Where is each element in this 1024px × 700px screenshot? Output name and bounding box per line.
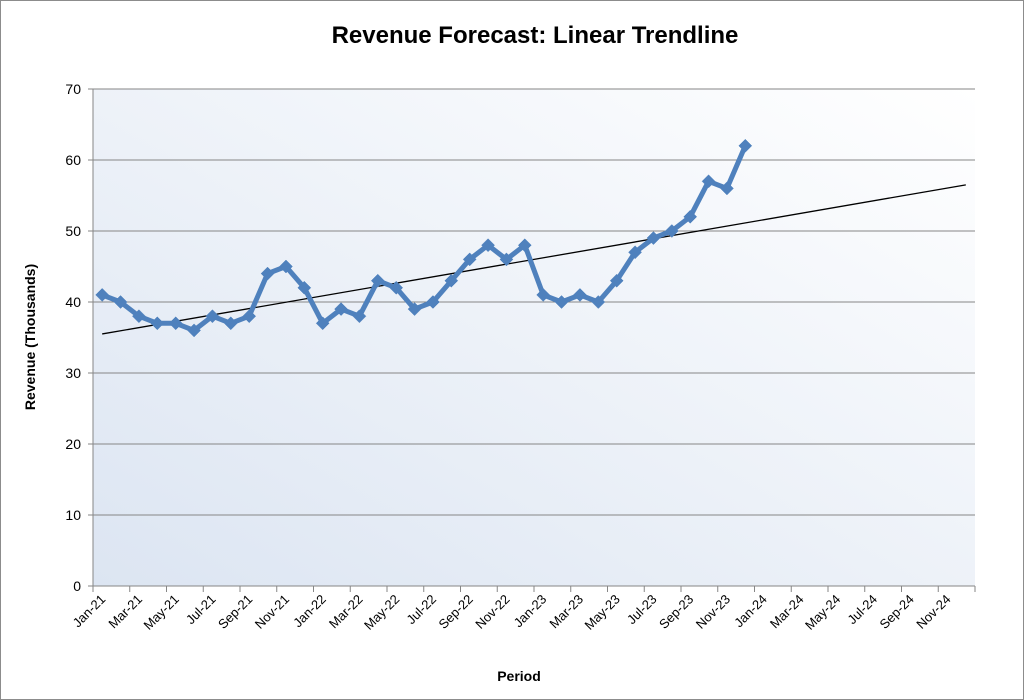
data-point-marker bbox=[481, 238, 495, 253]
data-point-marker bbox=[444, 273, 459, 288]
y-tick-label: 70 bbox=[65, 81, 81, 97]
data-point-marker bbox=[132, 309, 146, 324]
gridlines bbox=[93, 88, 975, 516]
y-tick-label: 60 bbox=[65, 152, 81, 168]
data-point-marker bbox=[517, 238, 532, 253]
x-tick-label: Mar-24 bbox=[767, 592, 807, 632]
x-tick-label: May-23 bbox=[582, 592, 623, 633]
x-tick-label: May-22 bbox=[361, 592, 402, 633]
x-tick-label: Jan-23 bbox=[511, 592, 550, 631]
data-point-marker bbox=[242, 309, 257, 324]
data-point-marker bbox=[113, 295, 128, 309]
y-tick-label: 50 bbox=[65, 223, 81, 239]
data-point-marker bbox=[334, 302, 348, 316]
x-tick-label: Jul-22 bbox=[403, 592, 439, 628]
data-point-marker bbox=[297, 280, 312, 295]
data-point-marker bbox=[609, 273, 624, 288]
data-point-marker bbox=[150, 316, 165, 331]
chart-title: Revenue Forecast: Linear Trendline bbox=[332, 22, 739, 49]
x-tick-label: Sep-22 bbox=[436, 592, 476, 632]
y-tick-label: 40 bbox=[65, 294, 81, 310]
x-tick-label: Nov-22 bbox=[472, 592, 512, 632]
plot-area bbox=[93, 89, 975, 586]
trendline bbox=[102, 184, 966, 335]
x-tick-label: May-21 bbox=[141, 592, 182, 633]
x-tick-label: Nov-23 bbox=[693, 592, 733, 632]
x-tick-label: Nov-21 bbox=[252, 592, 292, 632]
x-axis-label: Period bbox=[497, 668, 541, 684]
x-tick-label: Jul-21 bbox=[183, 592, 219, 628]
data-point-marker bbox=[573, 288, 587, 302]
data-point-marker bbox=[95, 288, 110, 302]
data-point-marker bbox=[389, 280, 404, 295]
data-point-marker bbox=[205, 309, 220, 324]
x-tick-label: Jan-22 bbox=[290, 592, 329, 631]
data-point-marker bbox=[591, 295, 606, 309]
data-point-marker bbox=[646, 231, 661, 245]
x-tick-label: May-24 bbox=[802, 592, 843, 633]
series-revenue bbox=[95, 138, 753, 338]
data-point-marker bbox=[315, 316, 330, 331]
data-point-marker bbox=[499, 252, 514, 267]
x-tick-label: Mar-23 bbox=[546, 592, 586, 632]
x-tick-label: Mar-21 bbox=[105, 592, 145, 632]
x-tick-label: Nov-24 bbox=[913, 592, 953, 632]
y-axis-label: Revenue (Thousands) bbox=[22, 264, 38, 410]
x-tick-label: Jul-23 bbox=[624, 592, 660, 628]
y-tick-label: 0 bbox=[73, 578, 81, 594]
data-point-marker bbox=[370, 273, 385, 288]
data-point-marker bbox=[720, 181, 734, 196]
data-point-marker bbox=[260, 266, 275, 281]
y-tick-label: 20 bbox=[65, 436, 81, 452]
y-tick-label: 10 bbox=[65, 507, 81, 523]
data-point-marker bbox=[352, 309, 367, 324]
x-tick-label: Sep-24 bbox=[877, 592, 917, 632]
x-tick-label: Sep-23 bbox=[656, 592, 696, 632]
x-tick-label: Jan-21 bbox=[70, 592, 109, 631]
data-point-marker bbox=[628, 245, 642, 260]
data-point-marker bbox=[664, 224, 679, 238]
y-tick-labels: 0 10 20 30 40 50 60 70 bbox=[65, 81, 81, 594]
data-point-marker bbox=[279, 259, 293, 274]
x-tick-label: Jan-24 bbox=[731, 592, 770, 631]
data-point-marker bbox=[168, 316, 183, 331]
data-point-marker bbox=[407, 302, 422, 316]
data-point-marker bbox=[536, 288, 551, 302]
y-tick-label: 30 bbox=[65, 365, 81, 381]
axes bbox=[88, 88, 976, 592]
x-tick-label: Sep-21 bbox=[215, 592, 255, 632]
data-point-marker bbox=[683, 209, 698, 224]
x-tick-label: Jul-24 bbox=[844, 592, 880, 628]
trendline-line bbox=[102, 184, 966, 335]
data-point-marker bbox=[223, 316, 238, 331]
data-point-marker bbox=[187, 323, 201, 338]
data-point-marker bbox=[738, 138, 753, 153]
data-point-marker bbox=[462, 252, 477, 267]
data-point-marker bbox=[701, 174, 716, 189]
data-point-marker bbox=[426, 295, 440, 309]
x-tick-label: Mar-22 bbox=[326, 592, 366, 632]
data-point-marker bbox=[554, 295, 569, 309]
